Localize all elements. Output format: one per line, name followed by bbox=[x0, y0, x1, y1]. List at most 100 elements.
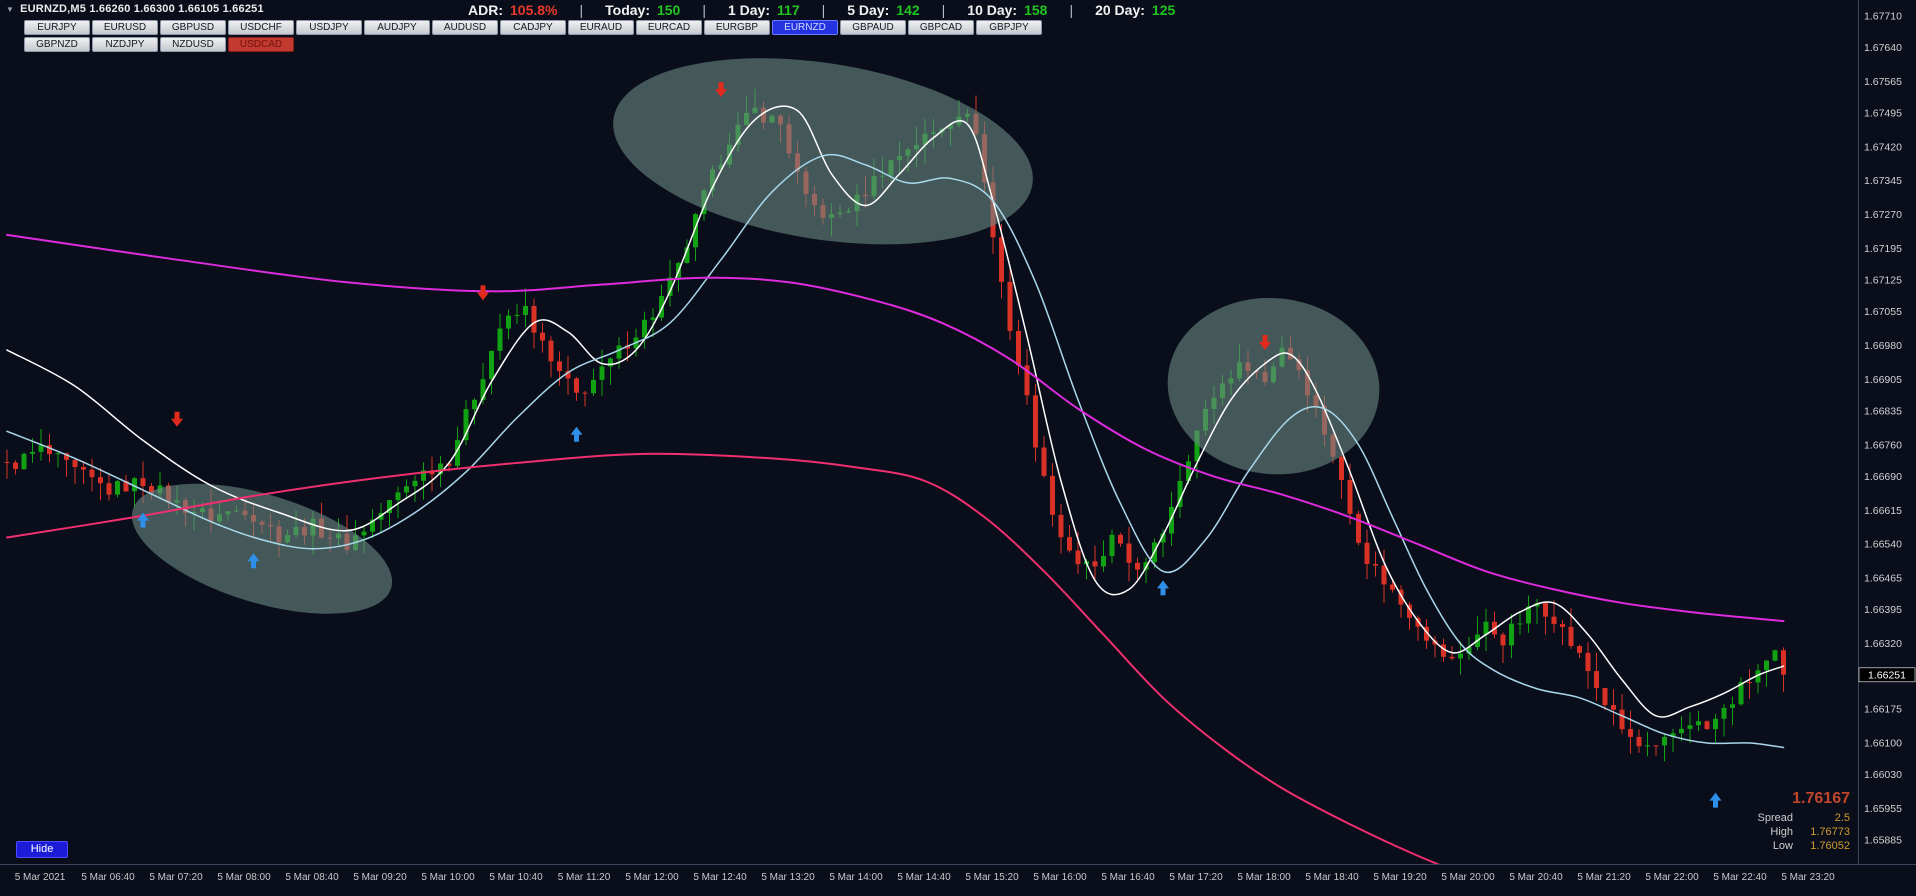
candle-body bbox=[1441, 644, 1446, 657]
candle-body bbox=[1772, 650, 1778, 661]
candle-body bbox=[1594, 671, 1599, 689]
candle-body bbox=[1118, 534, 1123, 544]
adr-indicator-bar: ADR: 105.8% | Today: 150 | 1 Day: 117 | 5 Day: 142… bbox=[468, 2, 1175, 18]
time-axis[interactable]: 5 Mar 2021 5 Mar 06:40 5 Mar 07:20 5 Mar 08… bbox=[15, 872, 1835, 883]
candle-body bbox=[1721, 707, 1727, 719]
time-tick-label: 5 Mar 17:20 bbox=[1169, 872, 1223, 883]
candle-body bbox=[72, 459, 78, 468]
candle-body bbox=[999, 237, 1004, 282]
time-tick-label: 5 Mar 16:00 bbox=[1033, 872, 1087, 883]
adr-item-value: 142 bbox=[896, 2, 920, 18]
pair-button-cadjpy[interactable]: CADJPY bbox=[500, 20, 566, 35]
pair-button-usdcad[interactable]: USDCAD bbox=[228, 37, 294, 52]
candle-body bbox=[1160, 533, 1166, 543]
time-tick-label: 5 Mar 23:20 bbox=[1781, 872, 1835, 883]
candle-body bbox=[438, 463, 443, 475]
price-tick-label: 1.66465 bbox=[1864, 573, 1902, 585]
hide-button[interactable]: Hide bbox=[16, 841, 68, 858]
candle-body bbox=[140, 478, 146, 487]
current-price-tag: 1.66251 bbox=[1858, 667, 1916, 683]
candle-body bbox=[1483, 621, 1489, 635]
symbol-info: ▼ EURNZD,M5 1.66260 1.66300 1.66105 1.66… bbox=[6, 3, 264, 15]
candle-body bbox=[1169, 506, 1174, 534]
time-tick-label: 5 Mar 22:00 bbox=[1645, 872, 1699, 883]
candle-body bbox=[684, 247, 690, 263]
candle-body bbox=[1177, 480, 1183, 507]
buy-signal-arrow-up-icon bbox=[247, 553, 260, 569]
pair-button-gbpusd[interactable]: GBPUSD bbox=[160, 20, 226, 35]
pair-button-usdchf[interactable]: USDCHF bbox=[228, 20, 294, 35]
pair-button-gbpnzd[interactable]: GBPNZD bbox=[24, 37, 90, 52]
candle-body bbox=[1704, 721, 1710, 730]
candle-body bbox=[548, 340, 554, 362]
symbol-dropdown-icon[interactable]: ▼ bbox=[6, 4, 15, 14]
candle-body bbox=[1645, 745, 1650, 747]
pair-button-audjpy[interactable]: AUDJPY bbox=[364, 20, 430, 35]
spread-label: Spread bbox=[1757, 812, 1793, 824]
time-tick-label: 5 Mar 08:00 bbox=[217, 872, 271, 883]
candle-body bbox=[1126, 543, 1132, 563]
candle-body bbox=[30, 451, 35, 454]
candle-body bbox=[1577, 646, 1582, 653]
price-tick-label: 1.66395 bbox=[1864, 604, 1902, 616]
buy-signal-arrow-up-icon bbox=[137, 512, 149, 528]
candle-body bbox=[1551, 616, 1557, 625]
pair-button-eurcad[interactable]: EURCAD bbox=[636, 20, 702, 35]
price-tick-label: 1.67195 bbox=[1864, 243, 1902, 255]
buy-signal-arrow-up-icon bbox=[1709, 792, 1722, 808]
pair-button-nzdusd[interactable]: NZDUSD bbox=[160, 37, 226, 52]
pair-button-nzdjpy[interactable]: NZDJPY bbox=[92, 37, 158, 52]
candle-body bbox=[81, 467, 86, 470]
candle-body bbox=[1458, 653, 1463, 659]
pair-button-eurnzd[interactable]: EURNZD bbox=[772, 20, 838, 35]
candle-body bbox=[98, 477, 103, 484]
pair-button-eurusd[interactable]: EURUSD bbox=[92, 20, 158, 35]
candle-body bbox=[480, 379, 486, 400]
candle-body bbox=[1619, 709, 1625, 730]
trend-ma-pink-line bbox=[6, 452, 1440, 864]
candle-body bbox=[1543, 603, 1548, 617]
high-value: 1.76773 bbox=[1810, 826, 1850, 838]
candle-body bbox=[591, 379, 596, 394]
pair-button-euraud[interactable]: EURAUD bbox=[568, 20, 634, 35]
adr-item-value: 105.8% bbox=[510, 2, 558, 18]
candle-body bbox=[1381, 565, 1387, 585]
pair-buttons-row-1: EURJPY EURUSD GBPUSD USDCHF USDJPY AUDJPY AUDU… bbox=[24, 20, 1042, 35]
candle-body bbox=[21, 453, 27, 470]
price-tick-label: 1.66760 bbox=[1864, 439, 1902, 451]
time-tick-label: 5 Mar 22:40 bbox=[1713, 872, 1767, 883]
candle-body bbox=[38, 445, 44, 452]
info-row-spread: Spread 2.5 bbox=[1758, 811, 1850, 825]
pair-button-gbpjpy[interactable]: GBPJPY bbox=[976, 20, 1042, 35]
market-info-panel: 1.76167 Spread 2.5 High 1.76773 Low 1.76… bbox=[1758, 790, 1850, 853]
candle-body bbox=[1449, 656, 1455, 659]
candle-body bbox=[1135, 562, 1140, 570]
pair-button-gbpcad[interactable]: GBPCAD bbox=[908, 20, 974, 35]
pair-button-gbpaud[interactable]: GBPAUD bbox=[840, 20, 906, 35]
time-tick-label: 5 Mar 13:20 bbox=[761, 872, 815, 883]
pair-button-audusd[interactable]: AUDUSD bbox=[432, 20, 498, 35]
medium-ma-cyan-line bbox=[6, 153, 1785, 749]
time-tick-label: 5 Mar 15:20 bbox=[965, 872, 1019, 883]
candle-body bbox=[446, 463, 452, 466]
slow-ma-magenta-line bbox=[6, 233, 1785, 623]
candle-body bbox=[115, 481, 120, 495]
candle-body bbox=[608, 358, 613, 367]
adr-item-label: Today: bbox=[605, 2, 650, 18]
candle-body bbox=[1560, 624, 1565, 627]
time-tick-label: 5 Mar 19:20 bbox=[1373, 872, 1427, 883]
pair-button-eurjpy[interactable]: EURJPY bbox=[24, 20, 90, 35]
candle-body bbox=[1611, 705, 1616, 710]
candle-body bbox=[1755, 670, 1761, 683]
candle-body bbox=[1024, 365, 1030, 396]
adr-item: 10 Day: 158 bbox=[967, 2, 1047, 18]
candle-body bbox=[497, 328, 503, 351]
sell-signal-arrow-down-icon bbox=[171, 411, 183, 427]
candle-body bbox=[582, 392, 588, 394]
fast-ma-white-line bbox=[6, 105, 1785, 718]
adr-item-label: 1 Day: bbox=[727, 2, 771, 18]
pair-button-usdjpy[interactable]: USDJPY bbox=[296, 20, 362, 35]
price-tick-label: 1.67710 bbox=[1864, 10, 1902, 22]
pair-button-eurgbp[interactable]: EURGBP bbox=[704, 20, 770, 35]
